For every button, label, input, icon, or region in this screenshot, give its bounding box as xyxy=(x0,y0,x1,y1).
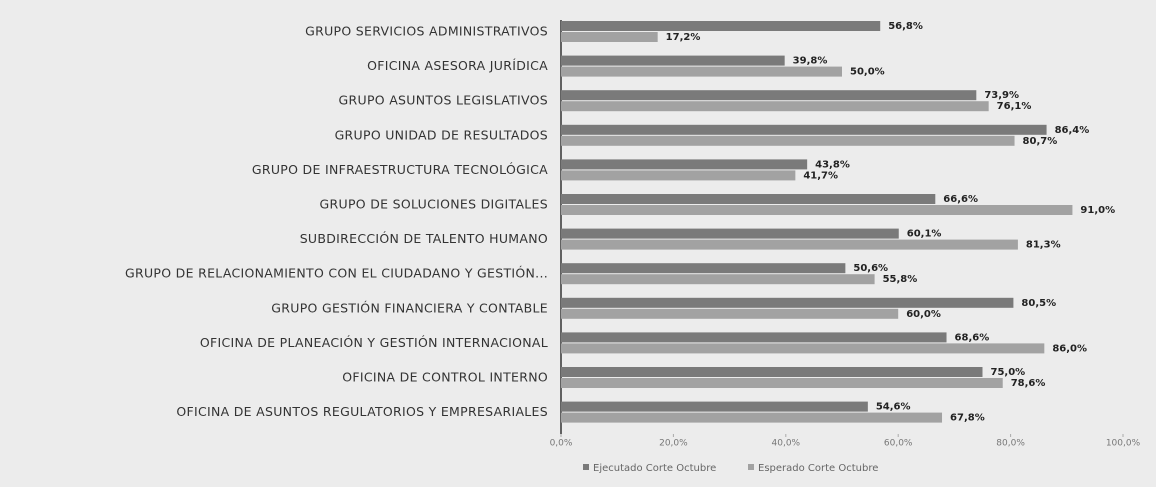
bar xyxy=(561,274,875,285)
category-label: OFICINA DE PLANEACIÓN Y GESTIÓN INTERNAC… xyxy=(200,335,548,350)
category-label: GRUPO GESTIÓN FINANCIERA Y CONTABLE xyxy=(271,300,548,315)
bar xyxy=(561,412,943,423)
bar xyxy=(561,367,983,377)
bar xyxy=(561,194,936,204)
category-label: GRUPO DE RELACIONAMIENTO CON EL CIUDADAN… xyxy=(125,266,548,281)
value-label: 68,6% xyxy=(955,332,990,343)
x-tick-label: 0,0% xyxy=(550,439,573,449)
bar xyxy=(561,124,1047,135)
value-label: 41,7% xyxy=(803,170,838,181)
value-label: 56,8% xyxy=(888,21,923,32)
bar xyxy=(561,66,842,77)
x-tick-label: 40,0% xyxy=(772,439,801,449)
value-label: 81,3% xyxy=(1026,240,1061,251)
value-label: 50,0% xyxy=(850,67,885,78)
value-label: 80,5% xyxy=(1021,298,1056,309)
bar xyxy=(561,297,1014,308)
bar xyxy=(561,228,899,239)
value-label: 50,6% xyxy=(853,263,888,274)
value-label: 91,0% xyxy=(1080,205,1115,216)
category-label: OFICINA DE ASUNTOS REGULATORIOS Y EMPRES… xyxy=(176,404,548,419)
value-label: 43,8% xyxy=(815,159,850,170)
category-label: GRUPO DE INFRAESTRUCTURA TECNOLÓGICA xyxy=(252,162,548,177)
bar xyxy=(561,401,868,412)
bar xyxy=(561,378,1003,388)
legend-swatch xyxy=(748,464,754,470)
bar xyxy=(561,308,899,319)
value-label: 60,0% xyxy=(906,309,941,320)
bar xyxy=(561,170,796,181)
value-label: 78,6% xyxy=(1011,378,1046,389)
bar xyxy=(561,343,1045,354)
bar xyxy=(561,21,881,31)
bar xyxy=(561,90,977,101)
x-tick-label: 20,0% xyxy=(659,439,688,449)
bar xyxy=(561,159,808,170)
bar xyxy=(561,239,1018,250)
category-label: GRUPO UNIDAD DE RESULTADOS xyxy=(335,127,548,142)
category-label: OFICINA DE CONTROL INTERNO xyxy=(342,370,548,385)
value-label: 39,8% xyxy=(793,56,828,67)
category-label: GRUPO DE SOLUCIONES DIGITALES xyxy=(320,197,548,212)
bar xyxy=(561,101,989,112)
value-label: 86,0% xyxy=(1052,343,1087,354)
category-label: GRUPO ASUNTOS LEGISLATIVOS xyxy=(339,93,548,108)
value-label: 55,8% xyxy=(883,274,918,285)
legend-swatch xyxy=(583,464,589,470)
value-label: 73,9% xyxy=(984,90,1019,101)
bar xyxy=(561,32,658,42)
x-tick-label: 80,0% xyxy=(996,439,1025,449)
category-label: OFICINA ASESORA JURÍDICA xyxy=(367,58,548,73)
value-label: 66,6% xyxy=(943,194,978,205)
value-label: 80,7% xyxy=(1023,136,1058,147)
value-label: 54,6% xyxy=(876,402,911,413)
value-label: 75,0% xyxy=(991,367,1026,378)
bar xyxy=(561,55,785,66)
bar xyxy=(561,205,1073,215)
category-label: GRUPO SERVICIOS ADMINISTRATIVOS xyxy=(305,24,548,39)
bar xyxy=(561,135,1015,146)
x-tick-label: 60,0% xyxy=(884,439,913,449)
x-tick-label: 100,0% xyxy=(1106,439,1141,449)
value-label: 17,2% xyxy=(666,32,701,43)
category-label: SUBDIRECCIÓN DE TALENTO HUMANO xyxy=(300,231,548,246)
legend-label: Ejecutado Corte Octubre xyxy=(593,463,716,474)
value-label: 86,4% xyxy=(1055,125,1090,136)
bar xyxy=(561,263,846,274)
value-label: 76,1% xyxy=(997,101,1032,112)
value-label: 60,1% xyxy=(907,229,942,240)
bar xyxy=(561,332,947,343)
legend-label: Esperado Corte Octubre xyxy=(758,463,878,474)
value-label: 67,8% xyxy=(950,413,985,424)
